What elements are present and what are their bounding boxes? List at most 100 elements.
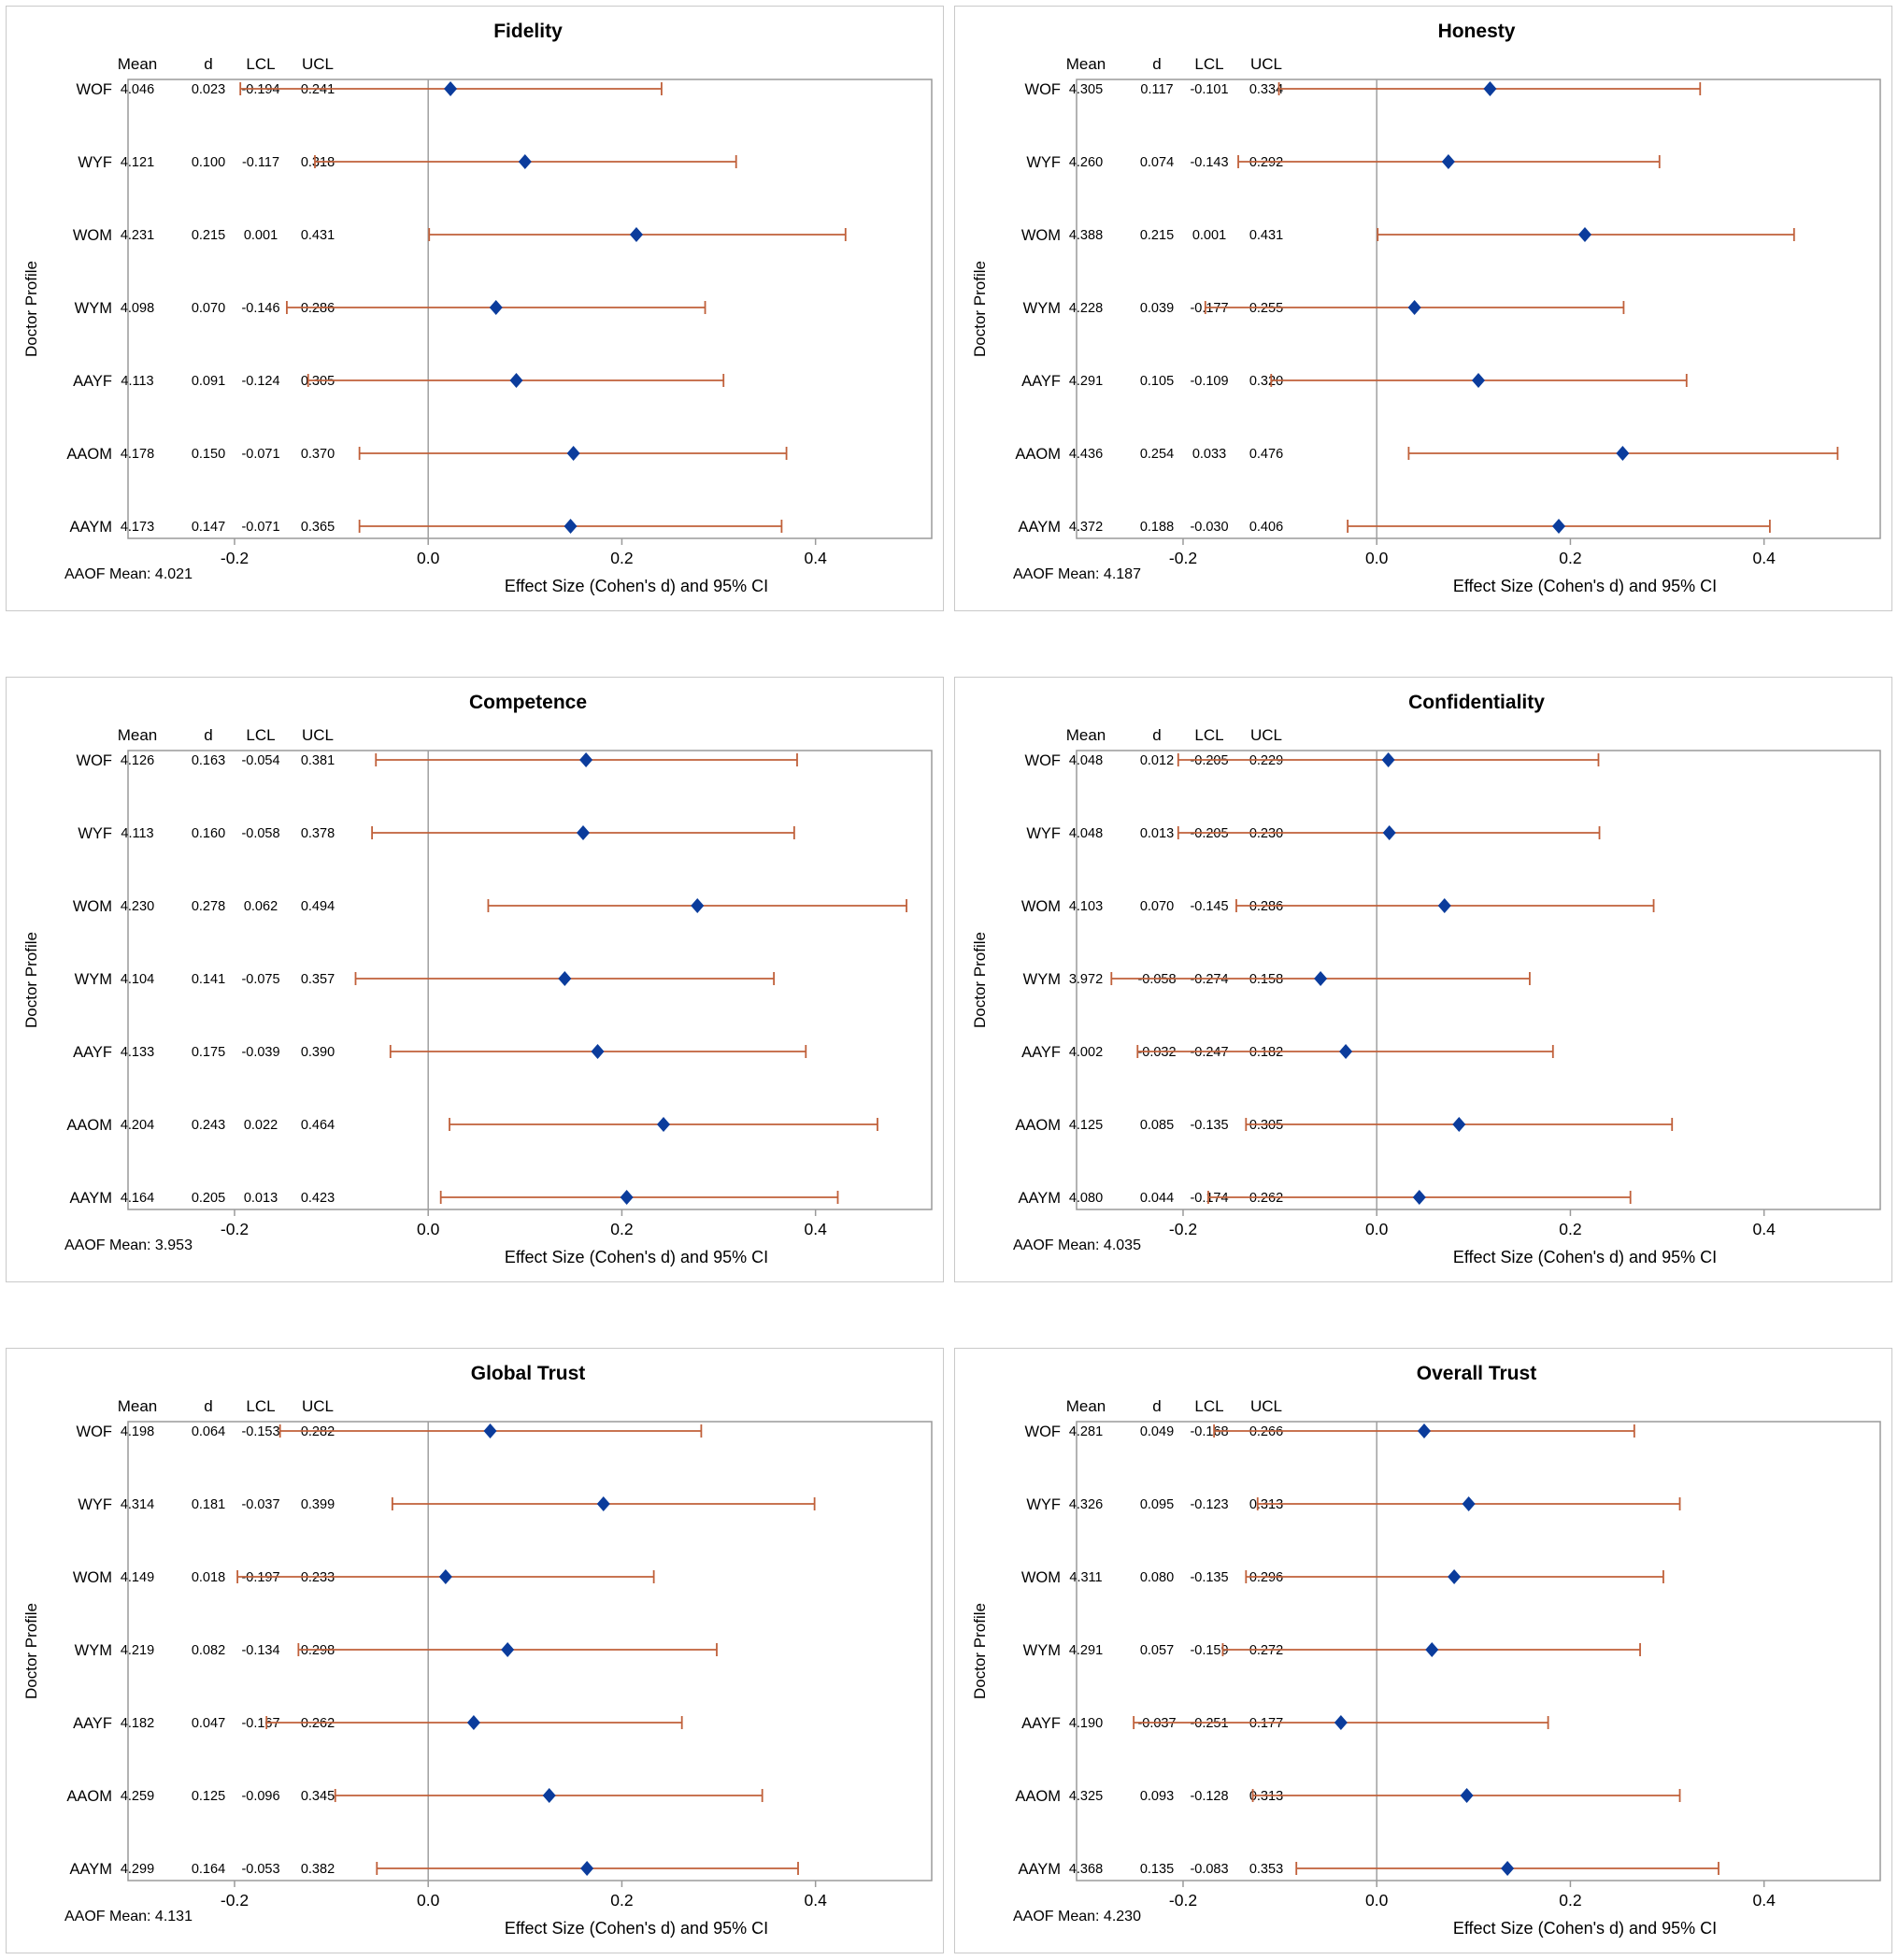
ucl-value: 0.255 [1249, 301, 1283, 316]
lcl-value: -0.117 [242, 155, 279, 170]
row-label: WYF [1026, 154, 1061, 171]
y-axis-label: Doctor Profile [22, 1603, 40, 1699]
d-value: 0.117 [1140, 82, 1173, 97]
y-axis-label: Doctor Profile [22, 932, 40, 1028]
x-tick-label: 0.2 [610, 549, 633, 567]
mean-value: 4.113 [121, 374, 153, 389]
effect-size-marker [509, 373, 523, 388]
row-label: AAYF [73, 1715, 112, 1732]
row-label: WOM [73, 1569, 112, 1586]
lcl-value: -0.109 [1190, 374, 1228, 389]
mean-value: 4.325 [1069, 1789, 1103, 1804]
x-axis-label: Effect Size (Cohen's d) and 95% CI [1453, 1248, 1717, 1266]
column-header: Mean [118, 726, 158, 744]
effect-size-marker [1425, 1642, 1439, 1657]
ucl-value: 0.158 [1249, 972, 1283, 987]
x-tick-label: 0.0 [417, 1220, 440, 1238]
d-value: 0.100 [192, 155, 225, 170]
mean-value: 4.204 [121, 1118, 154, 1133]
plot-frame [127, 750, 933, 1210]
x-tick-label: 0.4 [1752, 1220, 1776, 1238]
row-label: WYF [78, 825, 112, 842]
effect-size-marker [564, 519, 578, 534]
d-value: 0.254 [1140, 447, 1174, 462]
mean-value: 4.228 [1069, 301, 1103, 316]
ucl-value: 0.381 [301, 753, 335, 768]
column-header: UCL [1250, 726, 1282, 744]
row-label: WOM [1021, 1569, 1061, 1586]
d-value: -0.037 [1137, 1716, 1176, 1731]
ucl-value: 0.390 [301, 1045, 335, 1060]
d-value: 0.243 [192, 1118, 225, 1133]
d-value: 0.049 [1140, 1424, 1174, 1439]
effect-size-marker [591, 1044, 605, 1059]
mean-value: 4.326 [1069, 1497, 1103, 1512]
lcl-value: 0.022 [244, 1118, 278, 1133]
lcl-value: 0.033 [1192, 447, 1226, 462]
effect-size-marker [1616, 446, 1630, 461]
reference-mean-text: AAOF Mean: 3.953 [64, 1238, 193, 1253]
d-value: 0.135 [1140, 1862, 1174, 1877]
mean-value: 4.314 [121, 1497, 154, 1512]
lcl-value: 0.001 [1192, 228, 1226, 243]
row-label: WYM [1023, 971, 1061, 988]
d-value: 0.018 [192, 1570, 225, 1585]
mean-value: 3.972 [1069, 972, 1103, 987]
row-label: AAOM [1015, 1788, 1061, 1805]
column-header: LCL [1194, 726, 1223, 744]
row-label: AAYM [1018, 519, 1061, 536]
effect-size-marker [466, 1715, 480, 1730]
panel-fidelity: Fidelity Mean d LCL UCL WOF 4.046 0.023 -0.194 0.… [6, 6, 944, 611]
lcl-value: -0.135 [1190, 1570, 1228, 1585]
d-value: 0.188 [1140, 520, 1174, 535]
mean-value: 4.291 [1069, 374, 1103, 389]
effect-size-marker [596, 1496, 610, 1511]
row-label: AAYM [1018, 1190, 1061, 1207]
column-header: Mean [1066, 55, 1106, 73]
mean-value: 4.048 [1069, 753, 1103, 768]
lcl-value: -0.123 [1190, 1497, 1228, 1512]
d-value: 0.205 [192, 1191, 225, 1206]
column-header: d [1152, 726, 1161, 744]
x-tick-label: 0.2 [1559, 549, 1581, 567]
effect-size-marker [1381, 752, 1395, 767]
row-label: AAYF [1021, 373, 1061, 390]
column-header: d [204, 726, 212, 744]
x-tick-label: -0.2 [221, 1891, 249, 1910]
mean-value: 4.121 [121, 155, 154, 170]
reference-mean-text: AAOF Mean: 4.035 [1013, 1238, 1141, 1253]
row-label: AAOM [66, 1117, 112, 1134]
row-label: AAOM [66, 446, 112, 463]
panel-global-trust: Global Trust Mean d LCL UCL WOF 4.198 0.064 -0.1… [6, 1348, 944, 1953]
d-value: 0.085 [1140, 1118, 1174, 1133]
d-value: 0.080 [1140, 1570, 1174, 1585]
effect-size-marker [438, 1569, 452, 1584]
mean-value: 4.260 [1069, 155, 1103, 170]
y-axis-label: Doctor Profile [971, 1603, 989, 1699]
mean-value: 4.002 [1069, 1045, 1103, 1060]
plot-frame [127, 79, 933, 539]
ucl-value: 0.182 [1249, 1045, 1283, 1060]
x-axis-label: Effect Size (Cohen's d) and 95% CI [505, 1919, 768, 1938]
x-axis-label: Effect Size (Cohen's d) and 95% CI [505, 1248, 768, 1266]
effect-size-marker [656, 1117, 670, 1132]
x-tick-label: 0.4 [804, 1220, 827, 1238]
row-label: WYF [1026, 825, 1061, 842]
row-label: WYF [78, 1496, 112, 1513]
lcl-value: -0.134 [241, 1643, 279, 1658]
mean-value: 4.173 [121, 520, 154, 535]
d-value: 0.082 [192, 1643, 225, 1658]
effect-size-marker [558, 971, 572, 986]
x-tick-label: 0.4 [804, 1891, 827, 1910]
ucl-value: 0.305 [301, 374, 335, 389]
effect-size-marker [1407, 300, 1421, 315]
ucl-value: 0.313 [1249, 1497, 1283, 1512]
x-tick-label: -0.2 [221, 1220, 249, 1238]
mean-value: 4.311 [1069, 1570, 1102, 1585]
column-header: LCL [246, 726, 275, 744]
chart-title: Overall Trust [1417, 1363, 1536, 1384]
ci-errorbar [439, 1191, 839, 1204]
lcl-value: -0.205 [1190, 753, 1228, 768]
ucl-value: 0.305 [1249, 1118, 1283, 1133]
lcl-value: -0.037 [241, 1497, 279, 1512]
